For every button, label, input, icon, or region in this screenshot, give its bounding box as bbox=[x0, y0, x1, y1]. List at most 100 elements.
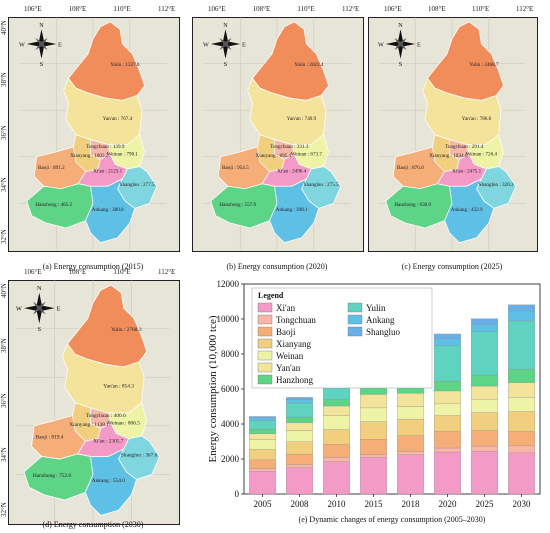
region-label: Yan'an : 767.4 bbox=[103, 116, 133, 122]
bar-segment-baoji-2010 bbox=[323, 444, 350, 458]
region-label: Baoji : 876.0 bbox=[397, 165, 424, 171]
latitude-tick: 34°N bbox=[0, 447, 8, 463]
latitude-tick: 40°N bbox=[0, 283, 8, 298]
y-tick-label: 10000 bbox=[217, 314, 240, 324]
bar-segment-weinan-2030 bbox=[508, 397, 535, 412]
region-label: Xianyang : 1003.2 bbox=[70, 153, 109, 159]
longitude-tick: 110°E bbox=[472, 5, 490, 13]
region-label: Tongchuan : 291.4 bbox=[445, 144, 484, 150]
region-label: Yan'an : 786.6 bbox=[462, 116, 492, 122]
bar-segment-yulin-2030 bbox=[508, 320, 535, 370]
bar-segment-ankang-2025 bbox=[471, 324, 498, 332]
map-caption: (d) Energy consumption (2030) bbox=[42, 520, 144, 529]
bar-segment-ankang-2020 bbox=[434, 338, 461, 346]
region-label: Xianyang : 1034.6 bbox=[429, 153, 468, 159]
region-label: Yan'an : 740.9 bbox=[287, 116, 317, 122]
stacked-bar-chart: 0 2000 4000 6000 8000 10000 12000 Energy consum… bbox=[207, 279, 541, 524]
bar-segment-xian-2020 bbox=[434, 451, 461, 495]
bar-segment-yanan-2018 bbox=[397, 393, 424, 407]
x-tick-label: 2020 bbox=[439, 499, 458, 509]
latitude-tick: 34°N bbox=[0, 176, 8, 192]
bar-segment-baoji-2008 bbox=[286, 453, 313, 465]
region-label: Shangluo : 277.5 bbox=[120, 182, 155, 188]
compass-n-label: N bbox=[223, 23, 228, 29]
bar-segment-xianyang-2010 bbox=[323, 429, 350, 445]
bar-segment-tongchuan-2005 bbox=[249, 468, 276, 472]
bar-segment-yanan-2005 bbox=[249, 433, 276, 440]
region-label: Shangluo : 275.5 bbox=[304, 182, 339, 188]
x-tick-label: 2030 bbox=[513, 499, 532, 509]
latitude-tick: 40°N bbox=[0, 20, 8, 35]
longitude-tick: 106°E bbox=[208, 5, 226, 13]
north-arrow-icon: N S E W bbox=[19, 23, 62, 68]
legend-entry: Ankang bbox=[366, 315, 395, 325]
region-label: Tongchuan : 231.3 bbox=[270, 144, 309, 150]
legend-swatch bbox=[257, 326, 273, 337]
bar-segment-yanan-2008 bbox=[286, 422, 313, 431]
x-tick-label: 2025 bbox=[476, 499, 495, 509]
latitude-tick: 36°N bbox=[0, 124, 8, 140]
bar-segment-weinan-2015 bbox=[360, 407, 387, 422]
region-label: Xi'an : 2305.7 bbox=[93, 438, 124, 444]
region-ankang bbox=[85, 178, 136, 244]
compass-s-label: S bbox=[224, 62, 228, 68]
bar-segment-xian-2005 bbox=[249, 471, 276, 495]
region-label: Yulin : 2468.7 bbox=[469, 62, 499, 68]
bar-segment-tongchuan-2025 bbox=[471, 445, 498, 452]
y-axis-label: Energy consumption (10,000 tce) bbox=[207, 315, 219, 462]
y-tick-label: 12000 bbox=[217, 279, 240, 289]
region-label: Baoji : 891.2 bbox=[38, 165, 65, 171]
map-2030: Yulin : 2768.3 Yan'an : 854.3 Tongchuan : … bbox=[16, 280, 170, 523]
region-label: Tongchuan : 139.9 bbox=[86, 144, 125, 150]
bar-segment-baoji-2025 bbox=[471, 430, 498, 447]
chart-caption: (e) Dynamic changes of energy consumptio… bbox=[299, 515, 486, 524]
region-label: Hanzhong : 630.0 bbox=[394, 202, 431, 208]
legend-entry: Yan'an bbox=[276, 363, 301, 373]
bar-segment-hanzhong-2020 bbox=[434, 380, 461, 392]
longitude-tick: 110°E bbox=[113, 5, 131, 13]
region-label: Xianyang : 895.4 bbox=[256, 153, 292, 159]
bar-segment-baoji-2005 bbox=[249, 459, 276, 469]
legend-entry: Xianyang bbox=[276, 339, 311, 349]
compass-s-label: S bbox=[399, 62, 403, 68]
bar-segment-tongchuan-2030 bbox=[508, 445, 535, 454]
legend-swatch bbox=[347, 302, 363, 313]
x-tick-label: 2010 bbox=[328, 499, 347, 509]
x-tick-label: 2018 bbox=[402, 499, 421, 509]
region-label: Weinan : 790.1 bbox=[107, 152, 139, 158]
longitude-tick: 108°E bbox=[252, 5, 271, 13]
map-2015: Yulin : 1337.6 Yan'an : 767.4 Tongchuan : … bbox=[19, 17, 167, 250]
legend-swatch bbox=[347, 314, 363, 325]
bar-segment-yulin-2025 bbox=[471, 331, 498, 376]
bar-segment-shangluo-2020 bbox=[434, 333, 461, 339]
latitude-tick: 32°N bbox=[0, 502, 8, 517]
region-label: Xi'an : 2123.1 bbox=[93, 169, 122, 175]
bar-segment-tongchuan-2020 bbox=[434, 447, 461, 453]
chart-legend: Legend Xi'an Tongchuan Baoji Xianyang Weinan Y… bbox=[251, 287, 433, 389]
compass-s-label: S bbox=[40, 62, 44, 68]
legend-swatch bbox=[257, 314, 273, 325]
latitude-tick: 36°N bbox=[0, 392, 8, 408]
bar-segment-yanan-2030 bbox=[508, 382, 535, 398]
bar-segment-xianyang-2020 bbox=[434, 415, 461, 432]
compass-w-label: W bbox=[378, 42, 384, 48]
legend-swatch bbox=[257, 302, 273, 313]
region-label: Ankang : 432.9 bbox=[451, 207, 483, 213]
compass-e-label: E bbox=[57, 306, 61, 313]
bar-segment-ankang-2008 bbox=[286, 399, 313, 404]
region-label: Yulin : 2022.4 bbox=[294, 62, 324, 68]
longitude-tick: 110°E bbox=[297, 5, 315, 13]
bar-segment-yanan-2010 bbox=[323, 405, 350, 416]
compass-e-label: E bbox=[242, 42, 246, 48]
legend-swatch bbox=[257, 350, 273, 361]
region-label: Shangluo : 367.6 bbox=[121, 452, 158, 458]
bar-segment-shangluo-2025 bbox=[471, 318, 498, 325]
latitude-tick: 38°N bbox=[0, 72, 8, 88]
bar-segment-xianyang-2005 bbox=[249, 449, 276, 461]
y-tick-label: 4000 bbox=[221, 419, 240, 429]
longitude-tick: 108°E bbox=[428, 5, 446, 13]
map-2025: Yulin : 2468.7 Yan'an : 786.6 Tongchuan : … bbox=[378, 17, 526, 250]
region-label: Xianyang : 1138.1 bbox=[69, 422, 109, 428]
legend-entry: Xi'an bbox=[276, 303, 296, 313]
x-tick-label: 2015 bbox=[365, 499, 384, 509]
